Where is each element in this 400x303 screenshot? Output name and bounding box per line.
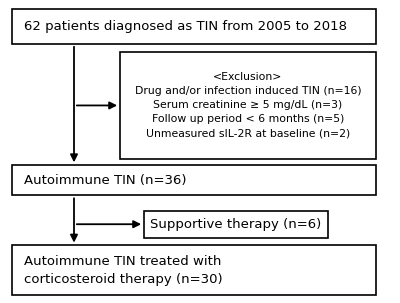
FancyBboxPatch shape [12,245,376,295]
FancyBboxPatch shape [120,52,376,159]
FancyBboxPatch shape [12,165,376,195]
Text: Autoimmune TIN treated with
corticosteroid therapy (n=30): Autoimmune TIN treated with corticostero… [24,255,223,286]
Text: <Exclusion>
Drug and/or infection induced TIN (n=16)
Serum creatinine ≥ 5 mg/dL : <Exclusion> Drug and/or infection induce… [135,72,361,138]
Text: 62 patients diagnosed as TIN from 2005 to 2018: 62 patients diagnosed as TIN from 2005 t… [24,20,347,33]
FancyBboxPatch shape [144,211,328,238]
FancyBboxPatch shape [12,9,376,44]
Text: Supportive therapy (n=6): Supportive therapy (n=6) [150,218,322,231]
Text: Autoimmune TIN (n=36): Autoimmune TIN (n=36) [24,174,186,187]
